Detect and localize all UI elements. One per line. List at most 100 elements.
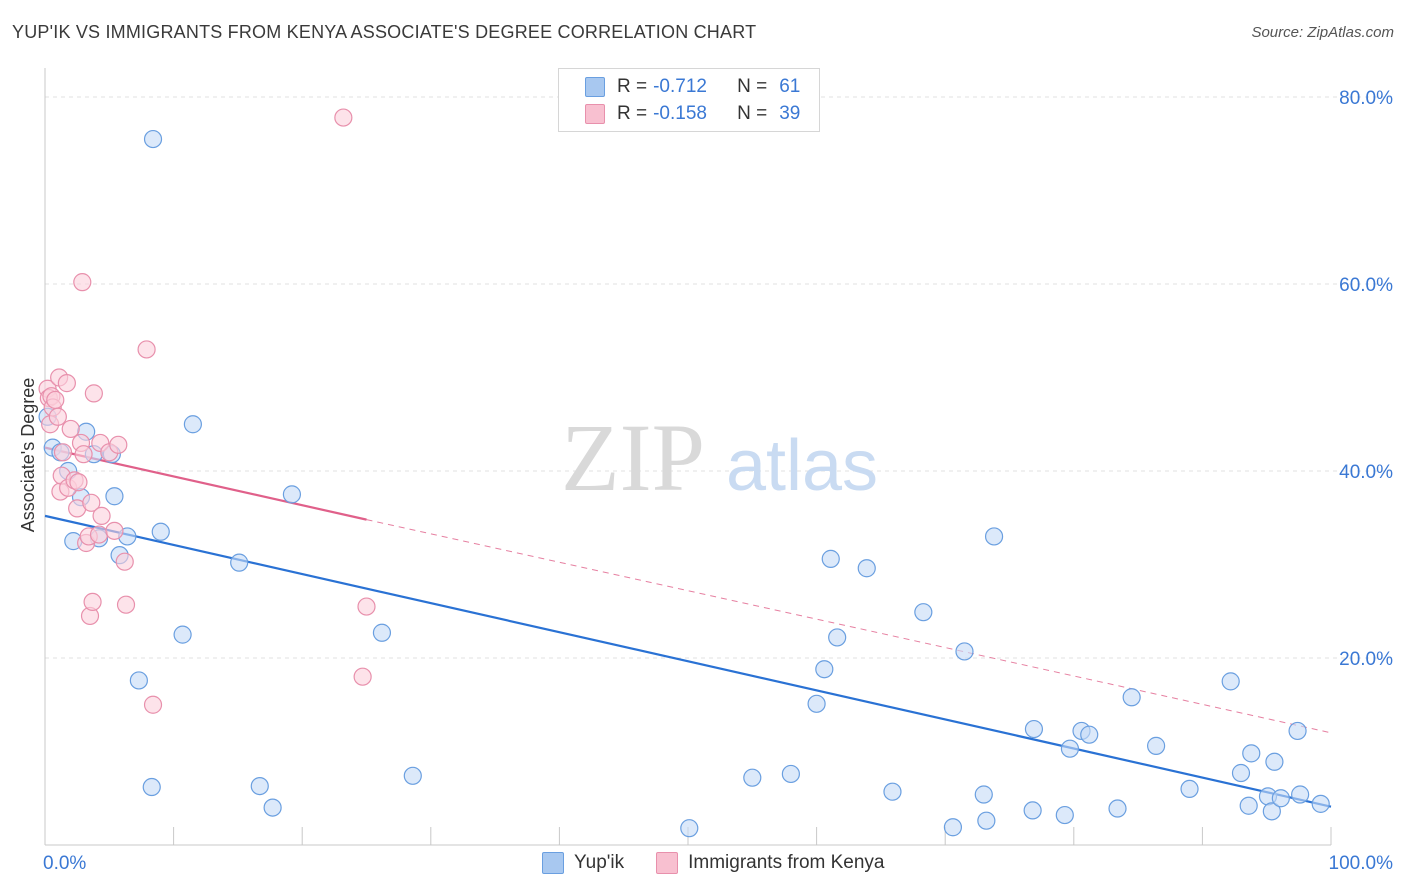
data-point [1311,794,1330,813]
trend-line-yupik [44,514,1332,808]
data-point [943,818,963,837]
data-point [1108,799,1127,818]
data-point [353,667,372,686]
data-point [263,798,282,817]
y-axis-label: Associate's Degree [18,378,38,533]
x-tick-label: 0.0% [43,853,86,874]
data-point [1023,801,1042,820]
data-point [116,595,136,614]
data-point [137,340,156,359]
data-point [984,527,1004,546]
data-point [857,559,876,578]
legend-r-label: R = [617,103,648,124]
data-point [357,597,376,616]
legend-label-kenya: Immigrants from Kenya [688,852,885,873]
data-point [1180,779,1199,799]
series-legend: Yup'ik Immigrants from Kenya [542,852,917,874]
data-point [143,129,163,149]
legend-swatch-kenya [585,104,605,124]
legend-row-kenya: R = -0.158 N = 39 [585,101,800,127]
data-point [1024,719,1044,739]
data-point [282,485,302,504]
data-point [1265,752,1284,771]
legend-n-value: 61 [779,76,801,97]
data-point [109,435,128,454]
legend-n-label: N = [737,103,768,124]
data-point [82,493,101,512]
data-point [974,785,993,804]
data-point [977,811,996,830]
data-point [183,415,202,434]
watermark-atlas: atlas [726,426,878,506]
data-point [1291,785,1310,804]
y-tick-label: 40.0% [1339,462,1393,483]
data-point [781,764,800,784]
data-point [92,506,111,525]
data-point [84,384,103,403]
data-point [1262,802,1281,821]
watermark: ZIP atlas [561,404,878,511]
data-point [89,525,109,544]
data-point [1231,763,1251,783]
x-tick-label: 100.0% [1329,853,1394,874]
legend-label-yupik: Yup'ik [574,852,625,873]
data-point [1122,688,1141,707]
data-point [250,776,269,796]
data-point [61,419,80,439]
legend-r-value: -0.158 [653,103,707,124]
legend-item-kenya[interactable]: Immigrants from Kenya [656,852,885,874]
y-tick-label: 80.0% [1339,88,1393,109]
axes [44,68,1332,846]
y-tick-label: 60.0% [1339,275,1393,296]
tick-labels: 20.0% 40.0% 60.0% 80.0% 0.0% 100.0% [43,88,1393,874]
data-point [53,443,73,462]
data-point [1080,725,1099,744]
data-point [828,628,847,647]
legend-n-value: 39 [779,103,801,124]
legend-swatch-yupik [585,77,605,97]
data-point [173,625,192,644]
series-yupik [38,129,1330,838]
data-point [105,521,124,540]
stats-legend: R = -0.712 N = 61 R = -0.158 N = 39 [558,68,820,132]
data-point [151,522,170,541]
data-point [142,777,161,797]
data-point [1060,739,1080,758]
data-point [83,592,102,612]
data-point [73,273,92,292]
data-point [743,768,762,787]
gridlines [45,96,1392,659]
legend-item-yupik[interactable]: Yup'ik [542,852,624,874]
legend-r-value: -0.712 [653,76,707,97]
data-point [1242,744,1261,763]
data-point [115,552,134,571]
data-point [1288,721,1307,741]
data-point [69,473,88,492]
data-point [1055,805,1074,825]
data-point [105,487,124,506]
data-point [334,108,353,127]
watermark-zip: ZIP [561,404,705,511]
legend-swatch-yupik [542,852,564,874]
data-point [48,407,67,426]
data-point [821,549,840,568]
data-point [955,642,974,661]
chart-title: YUP'IK VS IMMIGRANTS FROM KENYA ASSOCIAT… [12,22,757,42]
legend-row-yupik: R = -0.712 N = 61 [585,74,800,100]
data-point [914,603,933,622]
y-tick-label: 20.0% [1339,649,1393,670]
data-point [372,623,392,642]
data-point [1147,736,1166,755]
data-point [403,766,422,785]
source-label: Source: ZipAtlas.com [1251,24,1394,41]
data-point [74,445,93,464]
data-points [38,108,1330,838]
legend-n-label: N = [737,76,768,97]
data-point [1221,672,1240,691]
legend-r-label: R = [617,76,648,97]
data-point [1271,789,1290,808]
data-point [230,553,249,572]
data-point [883,782,902,801]
data-point [1239,796,1258,815]
